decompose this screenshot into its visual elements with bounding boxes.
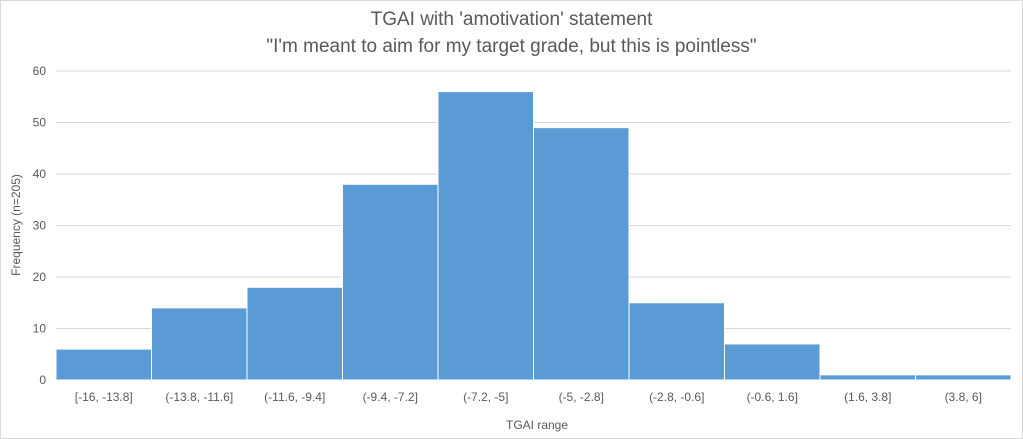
bar [151,307,248,381]
bar [342,183,439,381]
bar [246,286,343,381]
bar [628,302,725,381]
x-tick-label: (-11.6, -9.4] [264,390,325,404]
x-axis-label: TGAI range [506,418,568,432]
x-tick-label: (-5, -2.8] [559,390,604,404]
y-tick-labels: 0 10 20 30 40 50 60 [33,64,47,387]
chart-title: TGAI with 'amotivation' statement [370,9,653,30]
bar [724,343,821,381]
x-tick-label: (-0.6, 1.6] [747,390,798,404]
x-tick-label: (-2.8, -0.6] [649,390,704,404]
x-tick-label: (-13.8, -11.6] [165,390,233,404]
y-tick-label: 10 [33,322,47,336]
y-tick-label: 20 [33,270,47,284]
bar [55,348,152,381]
y-tick-label: 30 [33,219,47,233]
x-tick-labels: [-16, -13.8] (-13.8, -11.6] (-11.6, -9.4] (… [75,390,982,404]
bar [819,374,916,381]
y-tick-label: 40 [33,167,47,181]
x-tick-label: [-16, -13.8] [75,390,133,404]
chart-subtitle: "I'm meant to aim for my target grade, b… [266,36,757,57]
y-tick-label: 0 [39,373,46,387]
bar [915,374,1012,381]
y-tick-label: 60 [33,64,47,78]
x-tick-label: (-9.4, -7.2] [363,390,418,404]
x-tick-label: (1.6, 3.8] [844,390,891,404]
bar [533,127,630,381]
x-tick-label: (-7.2, -5] [463,390,508,404]
y-axis-label: Frequency (n=205) [9,174,23,276]
bars [55,91,1012,381]
bar [437,91,534,381]
x-tick-label: (3.8, 6] [945,390,982,404]
y-tick-label: 50 [33,116,47,130]
